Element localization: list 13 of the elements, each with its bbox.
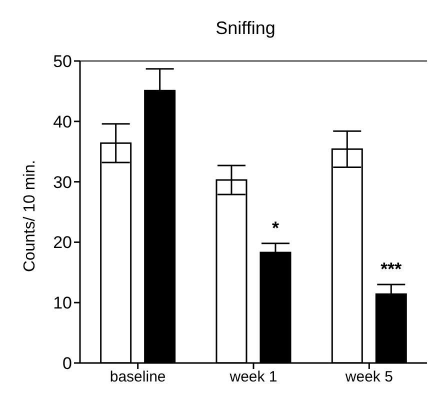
y-tick-label: 0 xyxy=(62,354,72,374)
y-tick-label: 30 xyxy=(53,172,72,192)
data-label: * xyxy=(272,218,279,238)
x-tick-label: week 1 xyxy=(228,368,278,386)
x-tick-label: week 5 xyxy=(344,368,393,386)
y-tick-label: 40 xyxy=(53,112,72,132)
y-tick-label: 50 xyxy=(53,52,72,72)
x-tick-label: baseline xyxy=(110,368,166,386)
data-label: *** xyxy=(380,259,402,280)
chart-title: Sniffing xyxy=(214,17,276,40)
y-tick-label: 20 xyxy=(53,233,72,252)
y-tick-label: 10 xyxy=(53,294,72,313)
y-axis-title: Counts/ 10 min. xyxy=(22,160,39,272)
